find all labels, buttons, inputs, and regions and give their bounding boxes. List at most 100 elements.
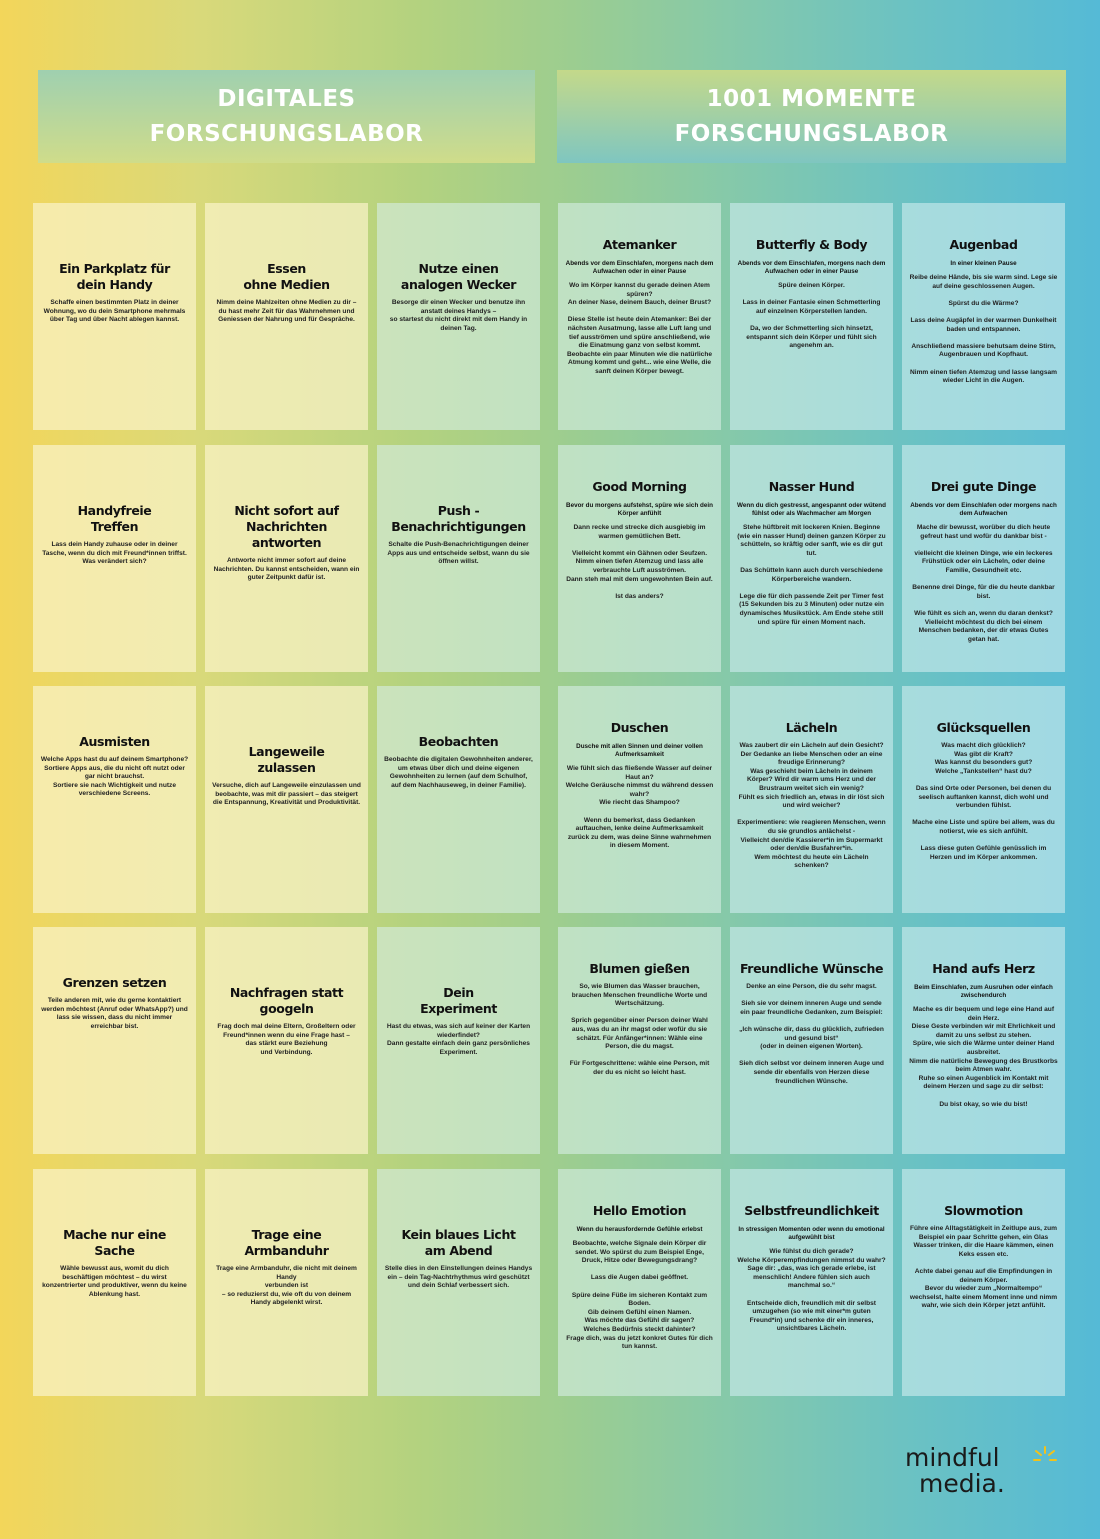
card-title: Blumen gießen [589,961,690,976]
card-title: Mache nur eine Sache [63,1227,166,1258]
card-body: Schalte die Push-Benachrichtigungen dein… [387,541,530,566]
card-grenzen-setzen: Grenzen setzen Teile anderen mit, wie du … [33,927,196,1154]
card-body: Was macht dich glücklich? Was gibt dir K… [912,742,1055,861]
card-nachfragen-statt-googeln: Nachfragen statt googeln Frag doch mal de… [205,927,368,1154]
card-title: Nutze einen analogen Wecker [400,261,517,292]
card-title: Kein blaues Licht am Abend [401,1227,516,1258]
card-title: Good Morning [592,479,687,494]
card-body: Was zaubert dir ein Lächeln auf dein Ges… [737,742,886,870]
card-title: Nicht sofort auf Nachrichten antworten [234,503,339,550]
card-body: Denke an eine Person, die du sehr magst.… [739,983,884,1085]
card-body: Wie fühlst du dich gerade? Welche Körper… [737,1248,886,1333]
card-title: Trage eine Armbanduhr [244,1227,329,1258]
card-title: Ausmisten [79,734,150,749]
card-body: Wie fühlt sich das fließende Wasser auf … [565,765,714,850]
card-kein-blaues-licht-am-abend: Kein blaues Licht am Abend Stelle dies in… [377,1169,540,1396]
card-glücksquellen: Glücksquellen Was macht dich glücklich? W… [902,686,1065,913]
card-lead: Dusche mit allen Sinnen und deiner volle… [576,743,703,758]
card-slowmotion: Slowmotion Führe eine Alltagstätigkeit in… [902,1169,1065,1396]
card-lead: Bevor du morgens aufstehst, spüre wie si… [566,502,713,517]
card-nasser-hund: Nasser Hund Wenn du dich gestresst, anges… [730,445,893,672]
card-beobachten: Beobachten Beobachte die digitalen Gewohn… [377,686,540,913]
card-body: Wo im Körper kannst du gerade deinen Ate… [566,282,713,375]
card-body: Spüre deinen Körper. Lass in deiner Fant… [742,282,881,350]
card-atemanker: Atemanker Abends vor dem Einschlafen, mor… [558,203,721,430]
card-dein-experiment: Dein Experiment Hast du etwas, was sich a… [377,927,540,1154]
card-body: Reibe deine Hände, bis sie warm sind. Le… [909,274,1058,385]
card-body: Stelle dies in den Einstellungen deines … [384,1265,533,1290]
card-title: Dein Experiment [420,985,497,1016]
sun-icon [1033,1446,1057,1461]
header-1001-momente-forschungslabor: 1001 MOMENTE FORSCHUNGSLABOR [557,70,1066,163]
card-title: Glücksquellen [936,720,1031,735]
card-body: Versuche, dich auf Langeweile einzulasse… [212,782,361,807]
card-body: Beobachte, welche Signale dein Körper di… [566,1240,713,1351]
card-body: So, wie Blumen das Wasser brauchen, brau… [569,983,710,1076]
card-lead: In einer kleinen Pause [950,260,1017,267]
card-title: Slowmotion [944,1203,1023,1218]
card-title: Nasser Hund [768,479,855,494]
card-title: Beobachten [418,734,499,749]
card-body: Nimm deine Mahlzeiten ohne Medien zu dir… [216,299,357,324]
card-nutze-einen-analogen-wecker: Nutze einen analogen Wecker Besorge dir e… [377,203,540,430]
card-body: Mache dir bewusst, worüber du dich heute… [912,524,1055,643]
card-mache-nur-eine-sache: Mache nur eine Sache Wähle bewusst aus, w… [33,1169,196,1396]
card-title: Push - Benachrichtigungen [391,503,526,534]
card-title: Atemanker [602,237,677,252]
card-body: Stehe hüftbreit mit lockeren Knien. Begi… [737,524,886,626]
card-nicht-sofort-auf-nachrichten-antworten: Nicht sofort auf Nachrichten antworten An… [205,445,368,672]
card-title: Essen ohne Medien [243,261,330,292]
card-essen-ohne-medien: Essen ohne Medien Nimm deine Mahlzeiten o… [205,203,368,430]
header-digitales-forschungslabor: DIGITALES FORSCHUNGSLABOR [38,70,535,163]
card-body: Wähle bewusst aus, womit du dich beschäf… [42,1265,187,1298]
card-title: Handyfreie Treffen [77,503,152,534]
card-duschen: Duschen Dusche mit allen Sinnen und deine… [558,686,721,913]
card-good-morning: Good Morning Bevor du morgens aufstehst, … [558,445,721,672]
card-butterfly-body: Butterfly & Body Abends vor dem Einschlaf… [730,203,893,430]
card-title: Hello Emotion [592,1203,687,1218]
card-body: Lass dein Handy zuhause oder in deiner T… [42,541,187,566]
card-hello-emotion: Hello Emotion Wenn du herausfordernde Gef… [558,1169,721,1396]
card-blumen-gießen: Blumen gießen So, wie Blumen das Wasser b… [558,927,721,1154]
card-body: Dann recke und strecke dich ausgiebig im… [566,524,713,600]
card-body: Frag doch mal deine Eltern, Großeltern o… [217,1023,356,1056]
card-lead: Abends vor dem Einschlafen, morgens nach… [565,260,714,275]
card-body: Schaffe einen bestimmten Platz in deiner… [43,299,186,324]
card-lead: Wenn du herausfordernde Gefühle erlebst [576,1226,703,1233]
card-langeweile-zulassen: Langeweile zulassen Versuche, dich auf La… [205,686,368,913]
card-freundliche-wünsche: Freundliche Wünsche Denke an eine Person,… [730,927,893,1154]
card-title: Augenbad [949,237,1018,252]
card-body: Beobachte die digitalen Gewohnheiten and… [384,756,533,789]
card-title: Ein Parkplatz für dein Handy [59,261,170,292]
card-title: Butterfly & Body [755,237,868,252]
card-handyfreie-treffen: Handyfreie Treffen Lass dein Handy zuhaus… [33,445,196,672]
card-title: Hand aufs Herz [932,961,1035,976]
card-lead: In stressigen Momenten oder wenn du emot… [738,1226,885,1241]
card-body: Trage eine Armbanduhr, die nicht mit dei… [216,1265,357,1307]
card-title: Drei gute Dinge [930,479,1037,494]
card-body: Hast du etwas, was sich auf keiner der K… [386,1023,531,1056]
logo-line-1: mindful [905,1443,1000,1472]
card-hand-aufs-herz: Hand aufs Herz Beim Einschlafen, zum Ausr… [902,927,1065,1154]
card-drei-gute-dinge: Drei gute Dinge Abends vor dem Einschlafe… [902,445,1065,672]
mindful-media-logo: mindful media. [905,1445,1005,1497]
card-body: Antworte nicht immer sofort auf deine Na… [213,557,360,582]
card-title: Grenzen setzen [62,975,167,990]
card-body: Besorge dir einen Wecker und benutze ihn… [389,299,528,332]
card-ausmisten: Ausmisten Welche Apps hast du auf deinem … [33,686,196,913]
card-body: Teile anderen mit, wie du gerne kontakti… [41,997,188,1030]
card-title: Langeweile zulassen [248,744,325,775]
card-body: Mache es dir bequem und lege eine Hand a… [909,1006,1058,1108]
card-lead: Beim Einschlafen, zum Ausruhen oder einf… [914,984,1053,999]
card-lead: Abends vor dem Einschlafen oder morgens … [910,502,1057,517]
card-title: Lächeln [785,720,838,735]
card-augenbad: Augenbad In einer kleinen Pause Reibe dein… [902,203,1065,430]
card-lead: Wenn du dich gestresst, angespannt oder … [737,502,886,517]
card-lead: Abends vor dem Einschlafen, morgens nach… [737,260,886,275]
card-title: Selbstfreundlichkeit [744,1203,879,1218]
card-selbstfreundlichkeit: Selbstfreundlichkeit In stressigen Moment… [730,1169,893,1396]
card-trage-eine-armbanduhr: Trage eine Armbanduhr Trage eine Armbandu… [205,1169,368,1396]
card-title: Freundliche Wünsche [739,961,884,976]
card-title: Duschen [610,720,669,735]
card-title: Nachfragen statt googeln [229,985,344,1016]
